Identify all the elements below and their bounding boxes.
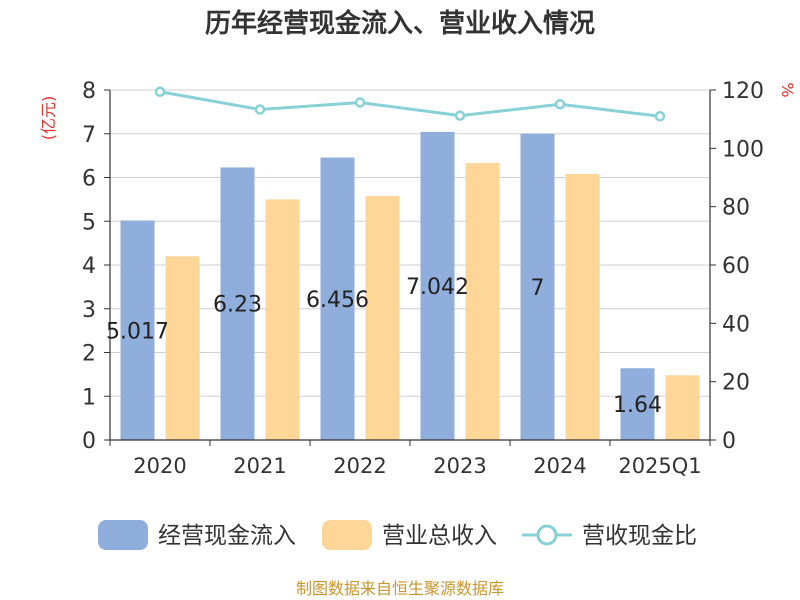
x-tick-label: 2024: [533, 454, 586, 478]
source-note: 制图数据来自恒生聚源数据库: [296, 579, 504, 598]
legend-swatch-ratio-marker: [536, 524, 558, 546]
right-tick-label: 60: [722, 254, 750, 279]
ratio-point: [454, 110, 466, 121]
x-tick-label: 2021: [233, 454, 286, 478]
ratio-line-path: [159, 90, 661, 118]
left-tick-label: 3: [82, 298, 96, 323]
legend-label-revenue: 营业总收入: [382, 523, 497, 549]
bars: [120, 131, 700, 441]
data-label-cash-inflow: 1.64: [613, 393, 662, 418]
ratio-point: [254, 104, 266, 115]
ratio-point: [354, 97, 366, 108]
left-tick-label: 1: [82, 385, 96, 410]
bar-cash-inflow: [320, 157, 355, 441]
bar-revenue: [365, 195, 400, 440]
left-tick-label: 7: [82, 123, 96, 148]
right-tick-label: 40: [722, 312, 750, 337]
bar-revenue: [165, 256, 200, 440]
right-tick-label: 0: [722, 429, 736, 454]
legend-swatch-cash-inflow: [98, 520, 148, 550]
x-tick-label: 2023: [433, 454, 486, 478]
bar-revenue: [465, 163, 500, 440]
left-axis-unit: (亿元): [39, 96, 58, 141]
bar-cash-inflow: [220, 167, 255, 440]
bar-revenue: [265, 199, 300, 440]
ratio-point: [154, 86, 166, 97]
x-tick-label: 2022: [333, 454, 386, 478]
left-tick-label: 0: [82, 429, 96, 454]
ratio-point: [554, 99, 566, 110]
ratio-line: [154, 86, 666, 122]
left-tick-label: 2: [82, 342, 96, 367]
left-tick-label: 8: [82, 79, 96, 104]
data-label-cash-inflow: 6.456: [306, 288, 369, 313]
bar-cash-inflow: [520, 133, 555, 440]
chart-title: 历年经营现金流入、营业收入情况: [205, 8, 595, 39]
bar-cash-inflow: [120, 220, 155, 440]
grid-lines: [110, 89, 710, 397]
x-tick-label: 2020: [133, 454, 186, 478]
legend: 经营现金流入 营业总收入 营收现金比: [98, 520, 697, 550]
data-label-cash-inflow: 5.017: [106, 319, 169, 344]
data-label-cash-inflow: 7.042: [406, 275, 469, 300]
legend-swatch-revenue: [322, 520, 372, 550]
bar-revenue: [665, 375, 700, 440]
left-tick-label: 5: [82, 210, 96, 235]
data-label-cash-inflow: 6.23: [213, 293, 262, 318]
left-tick-label: 6: [82, 167, 96, 192]
legend-label-cash-inflow: 经营现金流入: [158, 523, 296, 549]
ratio-point: [654, 111, 666, 122]
bar-cash-inflow: [420, 131, 455, 440]
x-tick-label: 2025Q1: [618, 454, 701, 478]
left-tick-label: 4: [82, 254, 96, 279]
legend-label-ratio: 营收现金比: [582, 523, 697, 549]
data-label-cash-inflow: 7: [531, 276, 545, 301]
right-tick-label: 120: [722, 79, 764, 104]
data-labels: 5.017 6.23 6.456 7.042 7 1.64: [106, 275, 662, 418]
right-tick-label: 20: [722, 371, 750, 396]
right-axis-unit: %: [778, 82, 797, 97]
bar-cash-inflow: [620, 368, 655, 440]
right-tick-label: 80: [722, 196, 750, 221]
right-tick-label: 100: [722, 137, 764, 162]
bar-revenue: [565, 174, 600, 440]
